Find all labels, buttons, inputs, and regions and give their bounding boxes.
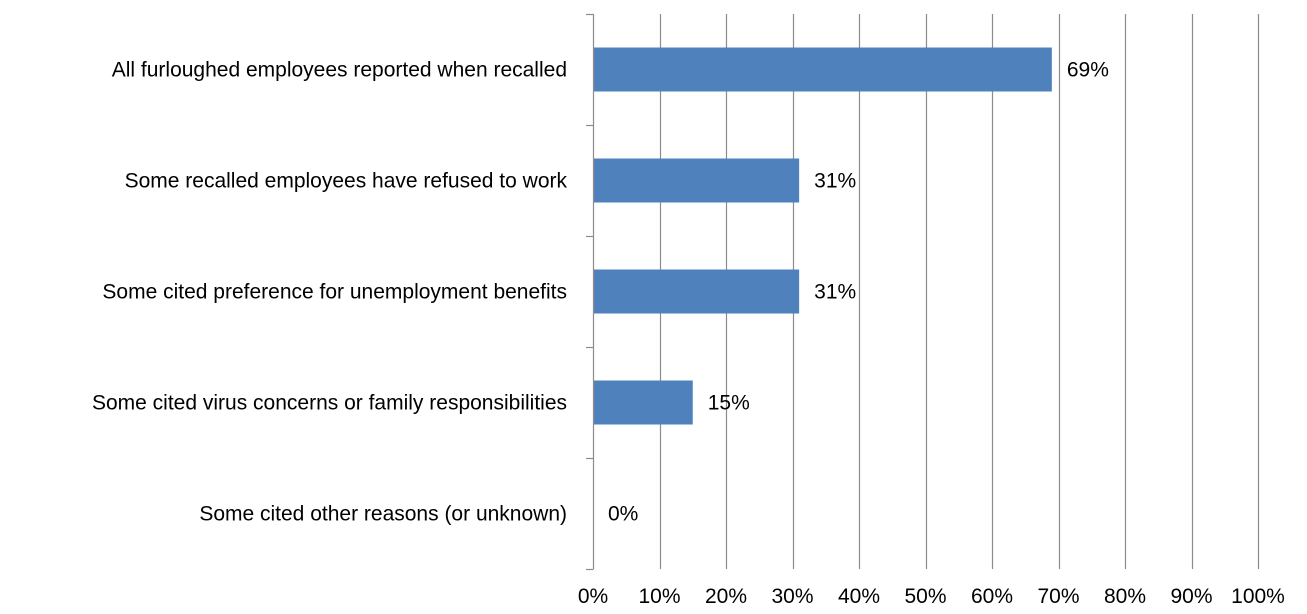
- bar: [594, 380, 693, 425]
- category-labels: All furloughed employees reported when r…: [92, 59, 568, 526]
- bar: [594, 269, 800, 314]
- data-label: 69%: [1067, 59, 1109, 82]
- x-tick-label: 100%: [1231, 585, 1285, 608]
- data-label: 31%: [814, 170, 856, 193]
- x-tick-label: 0%: [578, 585, 608, 608]
- category-label: Some cited virus concerns or family resp…: [92, 392, 567, 415]
- category-axis: [586, 13, 595, 571]
- category-label: Some cited preference for unemployment b…: [102, 281, 567, 304]
- x-tick-label: 50%: [904, 585, 946, 608]
- x-tick-label: 90%: [1170, 585, 1212, 608]
- gridlines: [659, 14, 1260, 569]
- x-tick-label: 20%: [705, 585, 747, 608]
- category-label: Some cited other reasons (or unknown): [199, 503, 567, 526]
- x-tick-label: 10%: [638, 585, 680, 608]
- x-tick-label: 70%: [1037, 585, 1079, 608]
- bar: [594, 158, 800, 203]
- data-label: 15%: [708, 392, 750, 415]
- x-tick-label: 60%: [971, 585, 1013, 608]
- x-tick-label: 40%: [838, 585, 880, 608]
- category-label: All furloughed employees reported when r…: [112, 59, 567, 82]
- x-tick-label: 30%: [771, 585, 813, 608]
- data-label: 0%: [608, 503, 638, 526]
- x-tick-labels: 0% 10% 20% 30% 40% 50% 60% 70% 80% 90% 100%: [578, 585, 1285, 608]
- bar: [594, 47, 1052, 92]
- data-labels: 69% 31% 31% 15% 0%: [608, 59, 1109, 526]
- category-label: Some recalled employees have refused to …: [125, 170, 568, 193]
- bars: [594, 47, 1052, 425]
- x-tick-label: 80%: [1104, 585, 1146, 608]
- data-label: 31%: [814, 281, 856, 304]
